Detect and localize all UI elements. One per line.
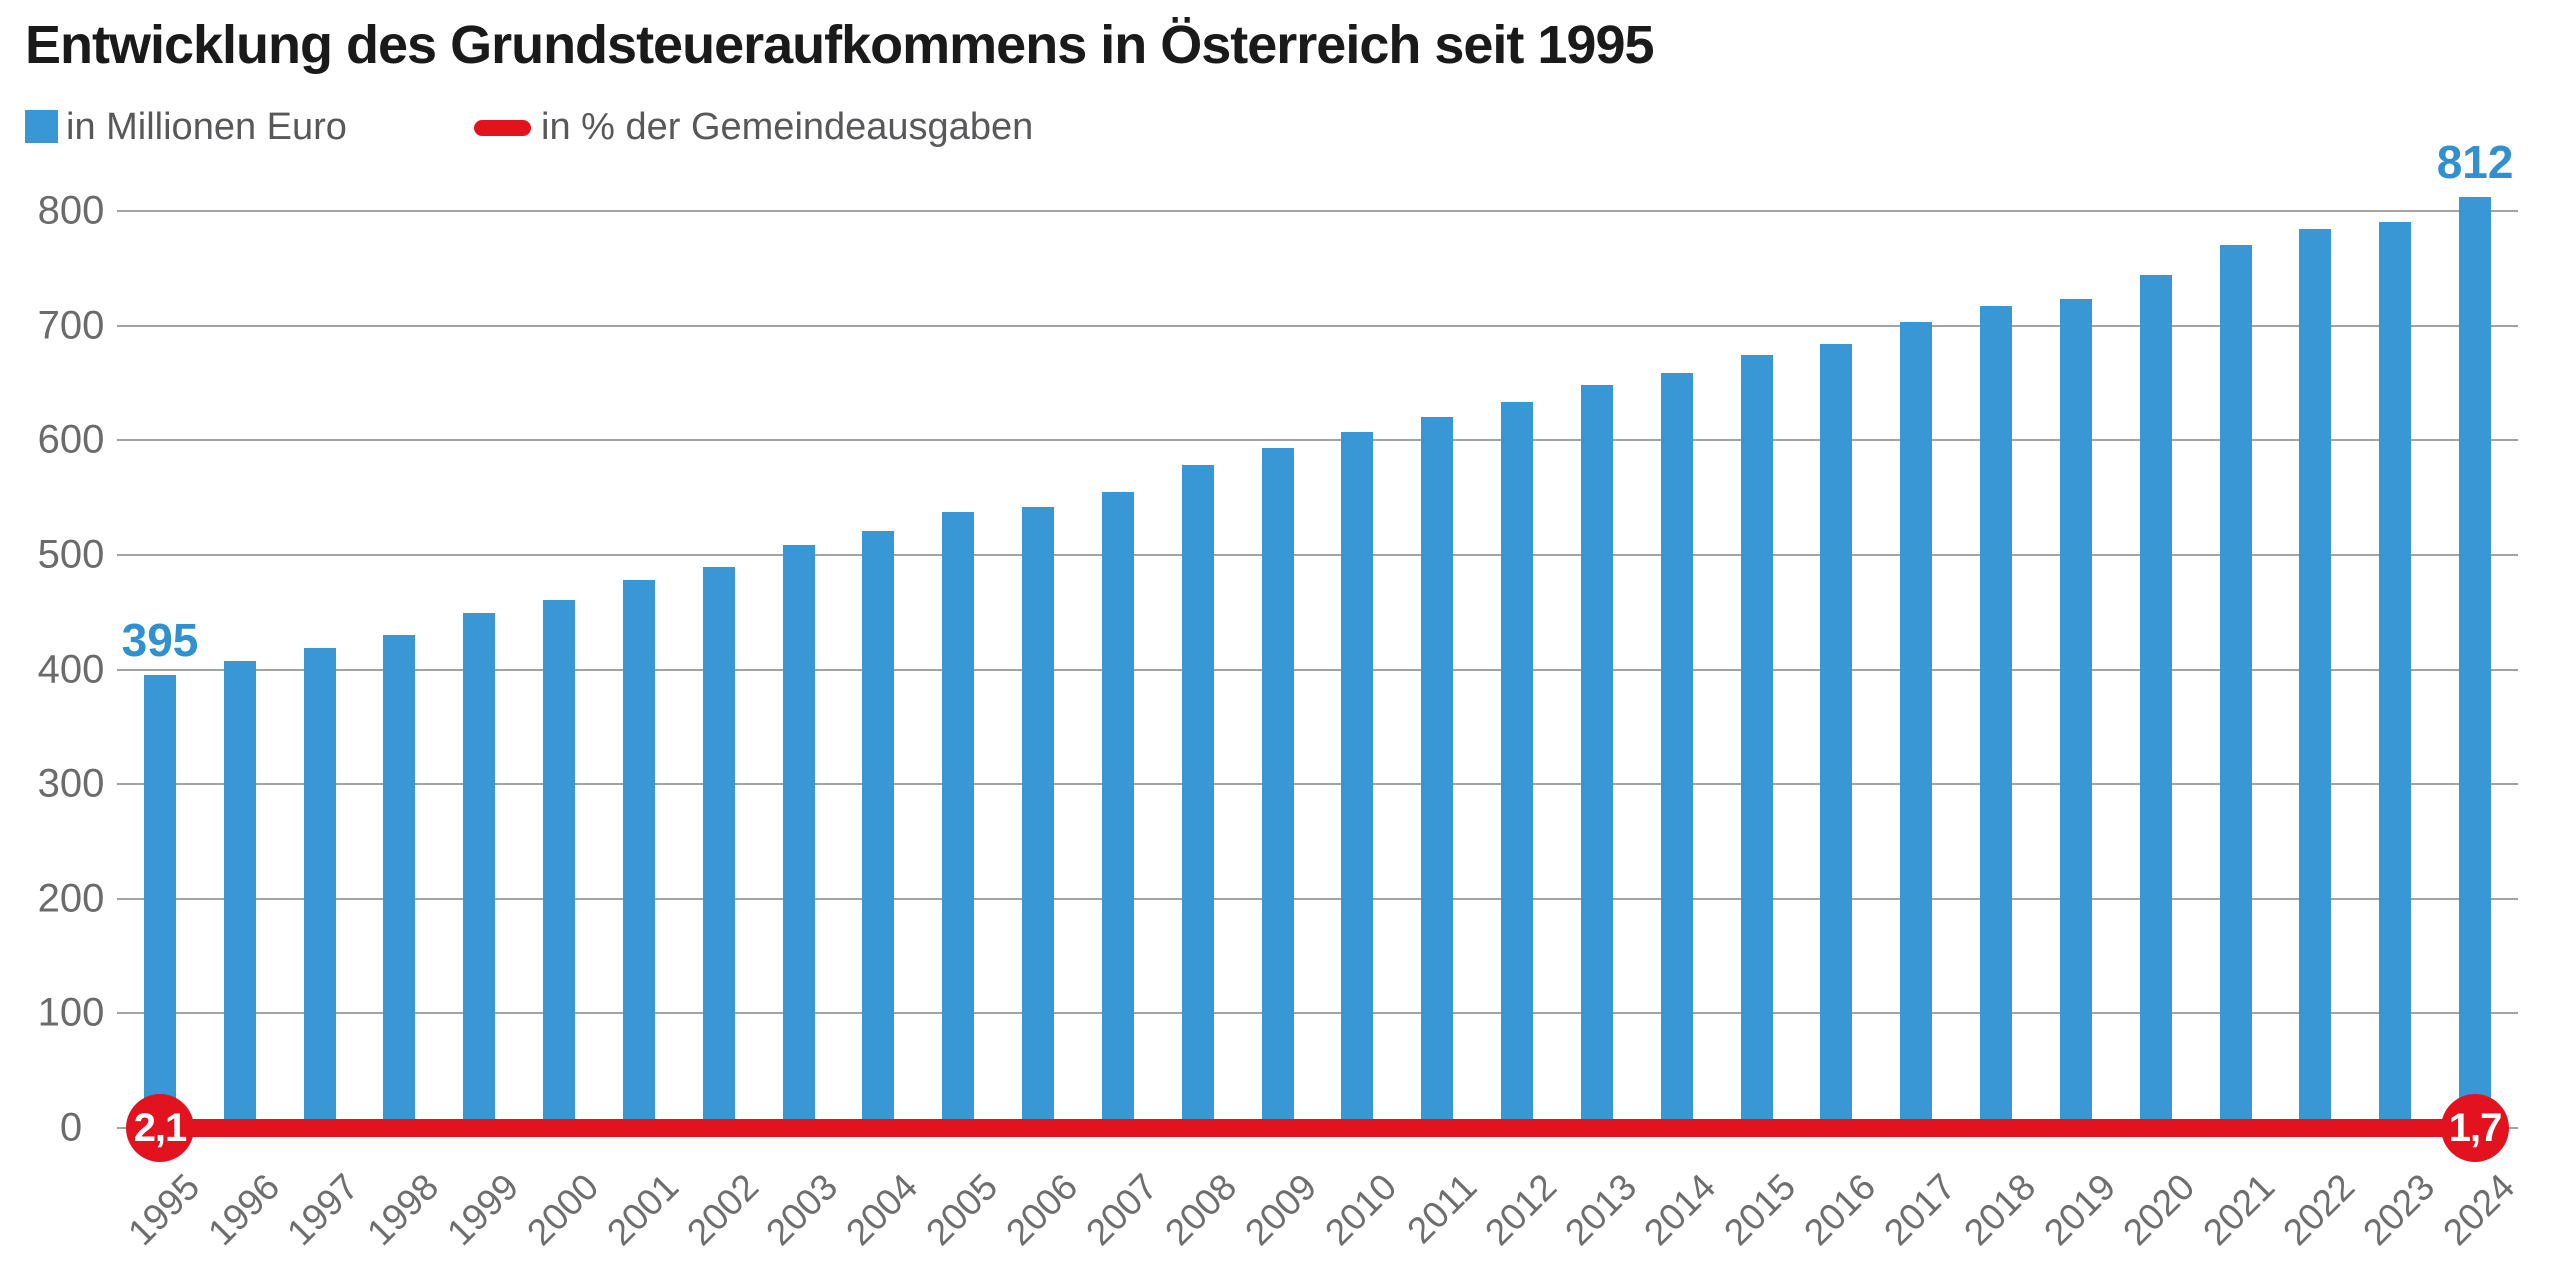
bar-2019 — [2059, 299, 2092, 1128]
bar-1995 — [144, 675, 176, 1128]
bar-2000 — [543, 599, 576, 1128]
x-axis-label-1997: 1997 — [279, 1166, 367, 1254]
bar-2024 — [2459, 197, 2492, 1128]
bar-2017 — [1900, 322, 1933, 1128]
x-axis-label-2013: 2013 — [1556, 1166, 1644, 1254]
gridline-600 — [117, 439, 2518, 442]
bar-2010 — [1341, 432, 1374, 1128]
x-axis-label-2004: 2004 — [838, 1166, 926, 1254]
bar-2012 — [1501, 402, 1534, 1128]
bar-value-label-1995: 395 — [121, 614, 199, 667]
gridline-500 — [117, 553, 2518, 556]
bar-2013 — [1580, 385, 1613, 1128]
x-axis-label-2014: 2014 — [1636, 1166, 1724, 1254]
x-axis-label-2023: 2023 — [2355, 1166, 2443, 1254]
x-axis-label-2020: 2020 — [2115, 1166, 2203, 1254]
gridline-800 — [117, 210, 2518, 212]
x-axis-label-2021: 2021 — [2195, 1166, 2283, 1254]
x-axis-label-2001: 2001 — [598, 1166, 686, 1254]
x-axis-label-2011: 2011 — [1399, 1166, 1485, 1252]
bar-1996 — [223, 661, 256, 1128]
x-axis-label-2016: 2016 — [1796, 1166, 1884, 1254]
bar-value-label-2024: 812 — [2436, 136, 2514, 189]
bar-1997 — [303, 647, 336, 1128]
y-axis-label-800: 800 — [37, 188, 105, 233]
bar-2021 — [2219, 245, 2252, 1128]
bar-2011 — [1421, 417, 1454, 1128]
x-axis-label-2015: 2015 — [1716, 1166, 1804, 1254]
x-axis-label-1995: 1995 — [119, 1166, 207, 1254]
gridline-300 — [117, 783, 2518, 786]
x-axis-label-1999: 1999 — [439, 1166, 527, 1254]
gridline-200 — [117, 897, 2518, 900]
pct-endpoint-badge-1995: 2,1 — [126, 1094, 194, 1162]
pct-endpoint-value-2024: 1,7 — [2448, 1105, 2503, 1150]
pct-endpoint-badge-2024: 1,7 — [2441, 1094, 2510, 1162]
bar-2016 — [1820, 343, 1853, 1128]
y-axis-label-0: 0 — [59, 1105, 83, 1150]
gridline-700 — [117, 324, 2518, 327]
bar-2008 — [1181, 465, 1214, 1128]
legend-label-millionen-euro: in Millionen Euro — [66, 106, 347, 148]
x-axis-label-2010: 2010 — [1317, 1166, 1405, 1254]
bar-2007 — [1101, 491, 1134, 1128]
bar-2004 — [862, 530, 895, 1128]
bar-2018 — [1980, 306, 2013, 1128]
bar-2020 — [2139, 275, 2172, 1128]
bar-2002 — [702, 567, 735, 1128]
bar-1999 — [463, 613, 496, 1128]
gridline-100 — [117, 1012, 2518, 1015]
x-axis-label-2019: 2019 — [2035, 1166, 2123, 1254]
x-axis-label-2012: 2012 — [1476, 1166, 1565, 1254]
y-axis-label-200: 200 — [37, 876, 105, 921]
x-axis-label-1998: 1998 — [359, 1166, 447, 1254]
bar-2005 — [942, 512, 975, 1128]
x-axis-label-2024: 2024 — [2434, 1166, 2523, 1254]
bar-2015 — [1740, 355, 1773, 1128]
x-axis-label-2006: 2006 — [997, 1166, 1086, 1254]
y-axis-label-600: 600 — [37, 417, 105, 462]
y-axis-label-500: 500 — [37, 532, 105, 577]
bar-2003 — [782, 544, 815, 1128]
chart-title: Entwicklung des Grundsteueraufkommens in… — [25, 15, 1655, 75]
y-axis-label-100: 100 — [37, 990, 105, 1035]
bar-2014 — [1660, 372, 1693, 1128]
legend-label-gemeindeausgaben: in % der Gemeindeausgaben — [541, 106, 1034, 148]
x-axis-label-2008: 2008 — [1157, 1166, 1245, 1254]
gridline-400 — [117, 668, 2518, 671]
legend-line-swatch — [474, 120, 531, 136]
x-axis-label-2007: 2007 — [1077, 1166, 1165, 1254]
y-axis-label-300: 300 — [37, 761, 105, 806]
x-axis-label-2003: 2003 — [758, 1166, 846, 1254]
y-axis-label-700: 700 — [37, 303, 105, 348]
bar-2001 — [622, 580, 655, 1128]
x-axis-label-2002: 2002 — [678, 1166, 766, 1254]
x-axis-label-1996: 1996 — [199, 1166, 287, 1254]
pct-line — [160, 1119, 2476, 1137]
x-axis-label-2005: 2005 — [918, 1166, 1006, 1254]
x-axis-label-2018: 2018 — [1955, 1166, 2044, 1254]
x-axis-label-2000: 2000 — [518, 1166, 607, 1254]
bar-1998 — [383, 635, 416, 1128]
bar-2006 — [1022, 506, 1055, 1128]
bar-2022 — [2299, 229, 2332, 1128]
bar-2023 — [2379, 222, 2412, 1128]
bar-2009 — [1261, 448, 1294, 1128]
x-axis-label-2017: 2017 — [1876, 1166, 1964, 1254]
pct-endpoint-value-1995: 2,1 — [133, 1105, 188, 1150]
legend-bar-swatch — [25, 110, 58, 143]
x-axis-label-2009: 2009 — [1237, 1166, 1325, 1254]
y-axis-label-400: 400 — [37, 647, 105, 691]
x-axis-label-2022: 2022 — [2275, 1166, 2363, 1254]
